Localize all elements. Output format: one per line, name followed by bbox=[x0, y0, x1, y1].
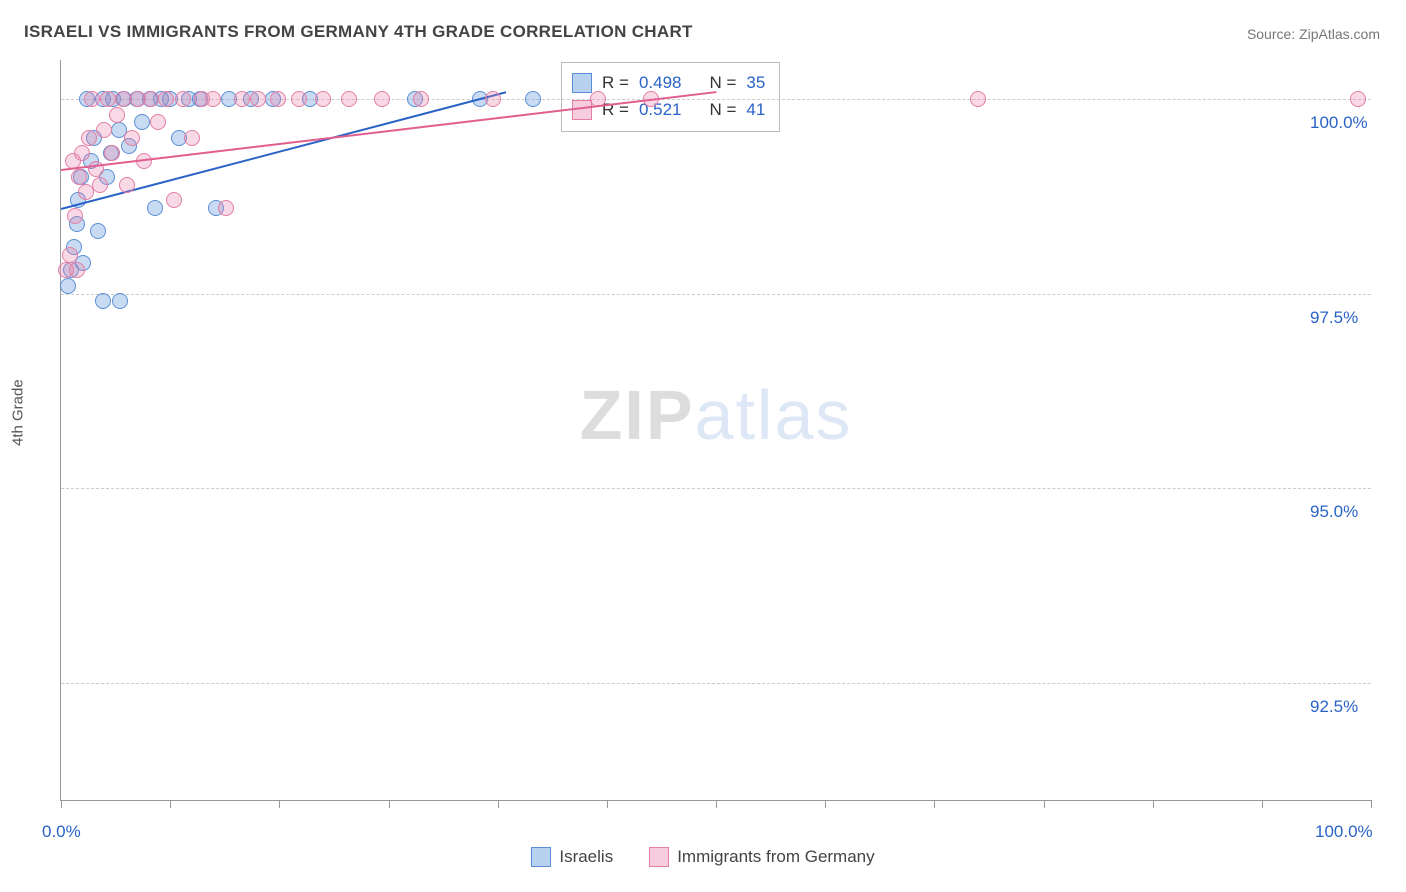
data-point bbox=[250, 91, 266, 107]
data-point bbox=[90, 223, 106, 239]
data-point bbox=[134, 114, 150, 130]
watermark-atlas: atlas bbox=[695, 376, 853, 454]
data-point bbox=[315, 91, 331, 107]
legend-item: Immigrants from Germany bbox=[649, 847, 874, 867]
data-point bbox=[150, 114, 166, 130]
x-tick bbox=[279, 800, 280, 808]
gridline bbox=[61, 488, 1371, 489]
stats-r-label: R = bbox=[602, 69, 629, 96]
stats-n-label: N = bbox=[709, 96, 736, 123]
data-point bbox=[84, 91, 100, 107]
data-point bbox=[109, 107, 125, 123]
data-point bbox=[67, 208, 83, 224]
data-point bbox=[119, 177, 135, 193]
data-point bbox=[92, 177, 108, 193]
y-tick-label: 100.0% bbox=[1310, 113, 1390, 133]
watermark: ZIPatlas bbox=[580, 375, 853, 455]
data-point bbox=[291, 91, 307, 107]
data-point bbox=[175, 91, 191, 107]
x-tick bbox=[607, 800, 608, 808]
x-tick bbox=[825, 800, 826, 808]
data-point bbox=[69, 262, 85, 278]
stats-n-value: 35 bbox=[746, 69, 765, 96]
gridline bbox=[61, 294, 1371, 295]
watermark-zip: ZIP bbox=[580, 376, 695, 454]
data-point bbox=[147, 200, 163, 216]
legend-item: Israelis bbox=[531, 847, 613, 867]
x-tick bbox=[716, 800, 717, 808]
x-tick bbox=[1371, 800, 1372, 808]
chart-title: ISRAELI VS IMMIGRANTS FROM GERMANY 4TH G… bbox=[24, 22, 693, 42]
source-name: ZipAtlas.com bbox=[1299, 26, 1380, 42]
x-tick bbox=[1153, 800, 1154, 808]
x-tick bbox=[1044, 800, 1045, 808]
chart-container: ISRAELI VS IMMIGRANTS FROM GERMANY 4TH G… bbox=[0, 0, 1406, 892]
data-point bbox=[158, 91, 174, 107]
plot-area: ZIPatlas R =0.498N =35R =0.521N =41 bbox=[60, 60, 1371, 801]
data-point bbox=[218, 200, 234, 216]
data-point bbox=[525, 91, 541, 107]
data-point bbox=[74, 145, 90, 161]
legend-swatch bbox=[572, 73, 592, 93]
stats-n-value: 41 bbox=[746, 96, 765, 123]
data-point bbox=[115, 91, 131, 107]
stats-r-label: R = bbox=[602, 96, 629, 123]
data-point bbox=[374, 91, 390, 107]
y-axis-label: 4th Grade bbox=[10, 379, 27, 446]
data-point bbox=[485, 91, 501, 107]
data-point bbox=[970, 91, 986, 107]
y-tick-label: 92.5% bbox=[1310, 697, 1390, 717]
data-point bbox=[124, 130, 140, 146]
y-tick-label: 95.0% bbox=[1310, 502, 1390, 522]
legend-label: Immigrants from Germany bbox=[677, 847, 874, 867]
data-point bbox=[205, 91, 221, 107]
source-attribution: Source: ZipAtlas.com bbox=[1247, 26, 1380, 42]
data-point bbox=[96, 122, 112, 138]
data-point bbox=[166, 192, 182, 208]
gridline bbox=[61, 683, 1371, 684]
data-point bbox=[104, 145, 120, 161]
data-point bbox=[270, 91, 286, 107]
legend: Israelis Immigrants from Germany bbox=[0, 847, 1406, 872]
data-point bbox=[95, 293, 111, 309]
x-tick bbox=[170, 800, 171, 808]
legend-label: Israelis bbox=[559, 847, 613, 867]
x-tick bbox=[1262, 800, 1263, 808]
data-point bbox=[60, 278, 76, 294]
data-point bbox=[71, 169, 87, 185]
data-point bbox=[341, 91, 357, 107]
data-point bbox=[1350, 91, 1366, 107]
x-tick bbox=[389, 800, 390, 808]
y-tick-label: 97.5% bbox=[1310, 308, 1390, 328]
data-point bbox=[78, 184, 94, 200]
x-tick-label: 0.0% bbox=[42, 822, 81, 842]
x-tick-label: 100.0% bbox=[1315, 822, 1373, 842]
legend-swatch bbox=[531, 847, 551, 867]
data-point bbox=[234, 91, 250, 107]
data-point bbox=[112, 293, 128, 309]
x-tick bbox=[934, 800, 935, 808]
data-point bbox=[62, 247, 78, 263]
x-tick bbox=[61, 800, 62, 808]
source-prefix: Source: bbox=[1247, 26, 1299, 42]
x-tick bbox=[498, 800, 499, 808]
data-point bbox=[184, 130, 200, 146]
data-point bbox=[81, 130, 97, 146]
legend-swatch bbox=[649, 847, 669, 867]
data-point bbox=[413, 91, 429, 107]
